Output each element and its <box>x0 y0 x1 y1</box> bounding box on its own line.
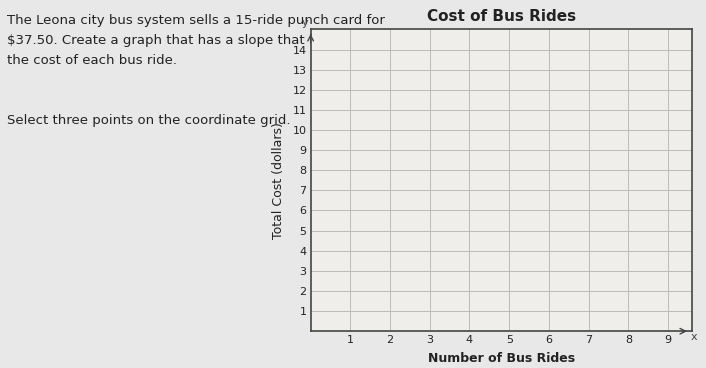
Text: y: y <box>301 18 308 28</box>
X-axis label: Number of Bus Rides: Number of Bus Rides <box>428 352 575 365</box>
Y-axis label: Total Cost (dollars): Total Cost (dollars) <box>273 122 285 239</box>
Title: Cost of Bus Rides: Cost of Bus Rides <box>426 9 576 24</box>
Text: The Leona city bus system sells a 15-ride punch card for
$37.50. Create a graph : The Leona city bus system sells a 15-rid… <box>7 14 385 127</box>
Text: x: x <box>691 332 698 342</box>
